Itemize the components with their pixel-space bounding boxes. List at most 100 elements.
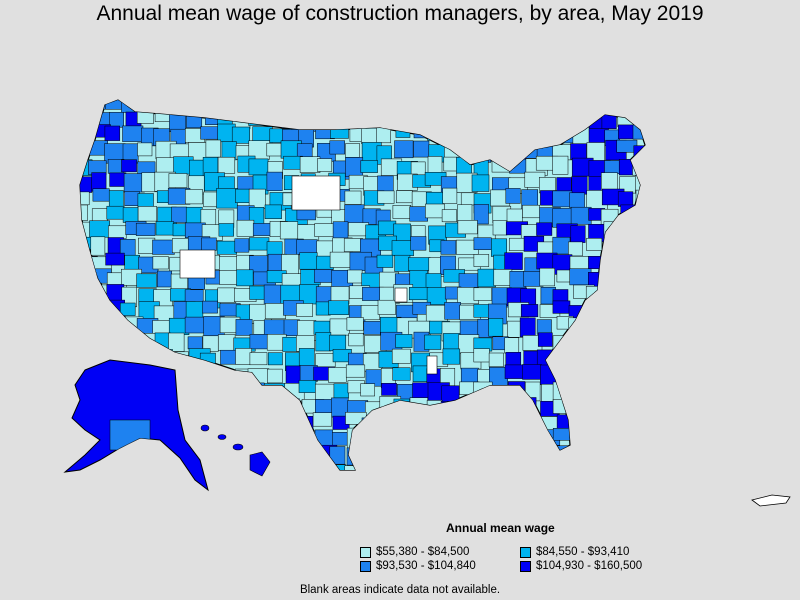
area-region xyxy=(602,432,624,446)
area-region xyxy=(635,320,645,334)
area-region xyxy=(122,125,144,142)
area-region xyxy=(234,397,251,415)
area-region xyxy=(635,430,645,450)
area-region xyxy=(380,113,400,129)
area-region xyxy=(602,318,624,336)
no-data-area xyxy=(394,287,408,303)
area-region xyxy=(137,193,154,208)
area-region xyxy=(603,257,623,272)
area-region xyxy=(552,352,569,367)
area-region xyxy=(248,110,265,126)
area-region xyxy=(569,192,585,208)
area-region xyxy=(488,318,504,337)
area-region xyxy=(471,174,490,192)
area-region xyxy=(396,190,413,204)
area-region xyxy=(636,335,645,356)
area-region xyxy=(329,334,347,352)
area-region xyxy=(586,238,603,251)
area-region xyxy=(269,100,288,111)
area-region xyxy=(106,284,125,302)
area-region xyxy=(392,100,415,112)
legend-label: $84,550 - $93,410 xyxy=(536,546,630,558)
area-region xyxy=(202,300,218,314)
area-region xyxy=(248,416,265,434)
area-region xyxy=(425,100,441,110)
area-region xyxy=(456,415,474,430)
area-region xyxy=(381,383,397,396)
area-region xyxy=(221,416,239,436)
area-region xyxy=(603,335,622,348)
area-region xyxy=(185,100,203,109)
area-region xyxy=(90,236,106,256)
area-region xyxy=(461,125,484,144)
area-region xyxy=(442,348,461,365)
area-region xyxy=(444,302,461,320)
legend-swatch xyxy=(520,560,531,572)
area-region xyxy=(587,351,605,366)
area-region xyxy=(331,464,347,470)
area-region xyxy=(552,399,575,414)
area-region xyxy=(268,444,287,460)
legend-swatch xyxy=(360,560,371,572)
area-region xyxy=(410,236,427,251)
area-region xyxy=(409,461,428,470)
area-region xyxy=(344,465,360,470)
area-region xyxy=(632,385,645,402)
area-region xyxy=(604,237,621,251)
area-region xyxy=(221,463,238,470)
area-region xyxy=(617,319,637,336)
area-region xyxy=(637,398,645,419)
area-region xyxy=(599,300,620,319)
area-region xyxy=(586,100,603,114)
area-region xyxy=(587,367,606,387)
area-region xyxy=(471,124,489,142)
area-region xyxy=(232,430,254,445)
area-region xyxy=(235,188,251,203)
area-region xyxy=(394,254,411,272)
area-region xyxy=(267,461,287,470)
area-region xyxy=(505,464,525,470)
area-region xyxy=(171,100,188,114)
legend-label: $93,530 - $104,840 xyxy=(376,560,476,572)
area-region xyxy=(345,364,366,378)
area-region xyxy=(635,107,645,122)
area-region xyxy=(425,273,442,290)
area-region xyxy=(281,411,304,427)
area-region xyxy=(633,448,645,465)
area-region xyxy=(425,304,448,322)
area-region xyxy=(328,300,349,315)
area-region xyxy=(601,446,618,462)
area-region xyxy=(80,125,91,143)
area-region xyxy=(376,464,396,470)
area-region xyxy=(267,352,283,366)
area-region xyxy=(233,461,250,470)
area-region xyxy=(185,206,203,224)
area-region xyxy=(396,461,417,470)
area-region xyxy=(587,463,603,470)
area-region xyxy=(491,156,515,173)
area-region xyxy=(633,145,645,159)
area-region xyxy=(473,204,489,225)
area-region xyxy=(620,399,638,413)
hawaii-big-island xyxy=(249,451,271,477)
area-region xyxy=(620,416,637,431)
area-region xyxy=(252,223,272,236)
area-region xyxy=(329,446,346,465)
area-region xyxy=(80,273,92,289)
area-region xyxy=(408,100,429,114)
area-region xyxy=(333,383,349,399)
area-region xyxy=(602,349,624,364)
area-region xyxy=(439,100,461,115)
area-region xyxy=(444,141,467,160)
area-region xyxy=(619,364,641,385)
area-region xyxy=(460,192,477,206)
area-region xyxy=(250,431,269,449)
area-region xyxy=(267,368,283,384)
area-region xyxy=(204,433,221,454)
area-region xyxy=(442,460,460,470)
area-region xyxy=(317,100,339,116)
area-region xyxy=(523,111,542,125)
area-region xyxy=(347,269,363,284)
area-region xyxy=(184,316,207,334)
legend-label: $104,930 - $160,500 xyxy=(536,560,643,572)
